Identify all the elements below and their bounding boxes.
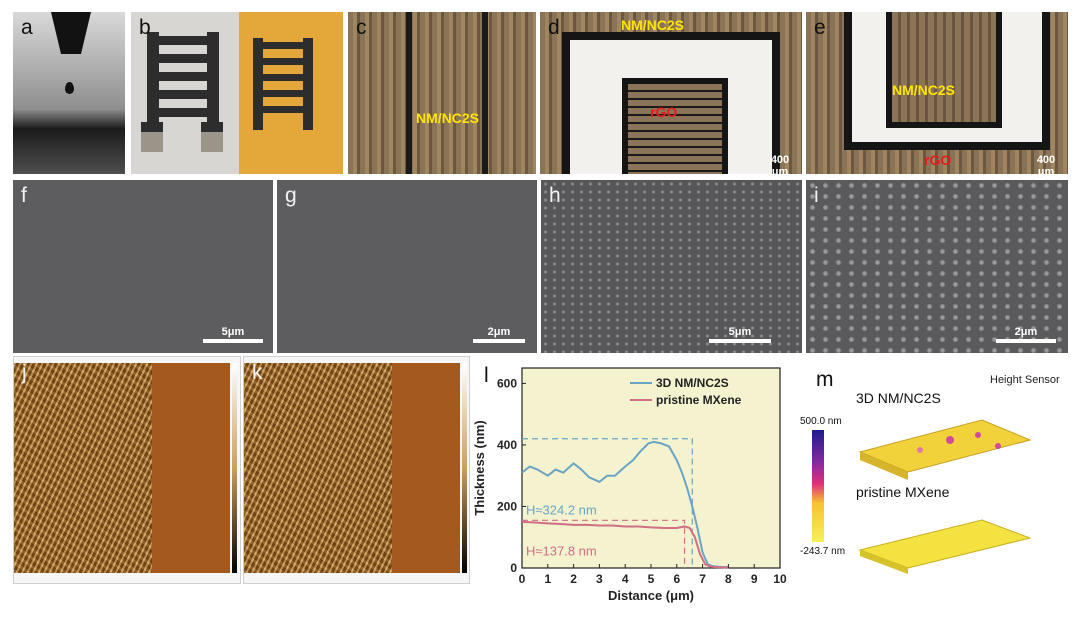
panel-f-sem-image: f 5μm <box>13 180 273 353</box>
height-colorbar <box>812 430 824 542</box>
panel-label-j: j <box>22 361 27 384</box>
h-scale-bar: 5μm <box>709 326 771 343</box>
panel-e-micrograph: e NM/NC2S rGO 400 μm <box>806 12 1068 174</box>
y-tick-label: 400 <box>497 438 517 452</box>
i-scale-bar: 2μm <box>996 326 1056 343</box>
e-scale-text: 400 μm <box>1036 154 1056 174</box>
panel-l-thickness-chart: l 0 1 2 3 4 5 6 7 8 9 10 0 200 400 600 Distance (μm) Thi… <box>470 360 790 622</box>
ink-droplet <box>65 82 74 94</box>
x-tick-label: 8 <box>725 572 732 586</box>
panel-m-height-sensor: m Height Sensor 3D NM/NC2S pristine MXen… <box>800 360 1075 605</box>
i-scale-text: 2μm <box>1014 326 1038 338</box>
x-tick-label: 6 <box>673 572 680 586</box>
panel-label-b: b <box>139 16 151 39</box>
afm-substrate-region <box>392 363 460 573</box>
y-axis-label: Thickness (nm) <box>472 420 487 515</box>
panel-c-micrograph: c NM/NC2S <box>348 12 536 174</box>
f-scale-bar: 5μm <box>203 326 263 343</box>
panel-label-f: f <box>21 184 27 207</box>
height-sensor-title: Height Sensor <box>990 374 1060 386</box>
x-tick-label: 3 <box>596 572 603 586</box>
x-tick-label: 7 <box>699 572 706 586</box>
panel-k-afm-image: k <box>243 356 470 584</box>
panel-label-m: m <box>816 368 834 391</box>
plot-background <box>521 367 781 569</box>
x-tick-label: 10 <box>773 572 787 586</box>
e-scale-bar: 400 μm <box>1028 154 1064 174</box>
printed-line <box>406 12 488 174</box>
panel-d-micrograph: d NM/NC2S rGO 400 μm <box>540 12 802 174</box>
d-scale-bar: 400 μm <box>762 154 798 174</box>
e-rgo-label: rGO <box>924 152 952 168</box>
colorbar-min-label: -243.7 nm <box>800 546 846 557</box>
panel-label-a: a <box>21 16 33 39</box>
panel-label-g: g <box>285 184 297 207</box>
e-material-label: NM/NC2S <box>892 82 956 98</box>
x-tick-label: 9 <box>751 572 758 586</box>
panel-label-h: h <box>549 184 561 207</box>
g-scale-bar: 2μm <box>473 326 525 343</box>
afm-substrate-region <box>152 363 230 573</box>
nm-nc2s-pattern <box>886 12 1002 128</box>
series-line-1 <box>521 520 729 569</box>
d-rgo-label: rGO <box>650 104 678 120</box>
colorbar-max-label: 500.0 nm <box>800 416 842 427</box>
m-top-label: 3D NM/NC2S <box>856 390 941 406</box>
rgo-pattern <box>622 78 728 174</box>
afm-rough-region <box>244 363 394 573</box>
x-tick-label: 4 <box>622 572 629 586</box>
panel-j-afm-image: j <box>13 356 241 584</box>
x-tick-label: 5 <box>648 572 655 586</box>
h-scale-text: 5μm <box>728 326 752 338</box>
legend-label-1: pristine MXene <box>656 393 742 407</box>
y-tick-label: 200 <box>497 499 517 513</box>
d-material-label: NM/NC2S <box>621 17 685 33</box>
d-scale-text: 400 μm <box>770 154 790 174</box>
panel-b-electrode-photo: b <box>131 12 343 174</box>
afm-rough-region <box>14 363 154 573</box>
panel-label-e: e <box>814 16 826 39</box>
afm-colorbar <box>232 363 237 573</box>
panel-label-k: k <box>252 361 263 384</box>
panel-i-sem-image: i 2μm <box>806 180 1068 353</box>
x-axis-label: Distance (μm) <box>608 588 694 603</box>
reference-line-nm-nc2s <box>522 438 693 568</box>
legend-label-0: 3D NM/NC2S <box>656 376 729 390</box>
interdigitated-electrodes <box>141 32 313 152</box>
panel-a-droplet-photo: a <box>13 12 125 174</box>
panel-h-sem-image: h 5μm <box>541 180 802 353</box>
f-scale-text: 5μm <box>221 326 245 338</box>
thickness-profile-chart: 0 1 2 3 4 5 6 7 8 9 10 0 200 400 600 Distance (μm) Thick… <box>472 367 787 603</box>
series-line-0 <box>521 440 729 569</box>
annotation-height-nm-nc2s: H≈324.2 nm <box>526 502 597 517</box>
x-tick-label: 1 <box>544 572 551 586</box>
panel-g-sem-image: g 2μm <box>277 180 537 353</box>
panel-label-c: c <box>356 16 367 39</box>
y-tick-label: 600 <box>497 376 517 390</box>
c-material-label: NM/NC2S <box>416 110 480 126</box>
panel-label-i: i <box>814 184 819 207</box>
printing-nozzle <box>51 12 91 54</box>
y-tick-label: 0 <box>510 561 517 575</box>
panel-label-l: l <box>484 364 489 387</box>
g-scale-text: 2μm <box>487 326 511 338</box>
x-tick-label: 2 <box>570 572 577 586</box>
m-bottom-label: pristine MXene <box>856 484 950 500</box>
x-tick-label: 0 <box>519 572 526 586</box>
height-surface-plots <box>858 419 1032 574</box>
reference-line-mxene <box>522 519 686 568</box>
panel-label-d: d <box>548 16 560 39</box>
annotation-height-mxene: H≈137.8 nm <box>526 544 597 559</box>
afm-colorbar <box>462 363 467 573</box>
